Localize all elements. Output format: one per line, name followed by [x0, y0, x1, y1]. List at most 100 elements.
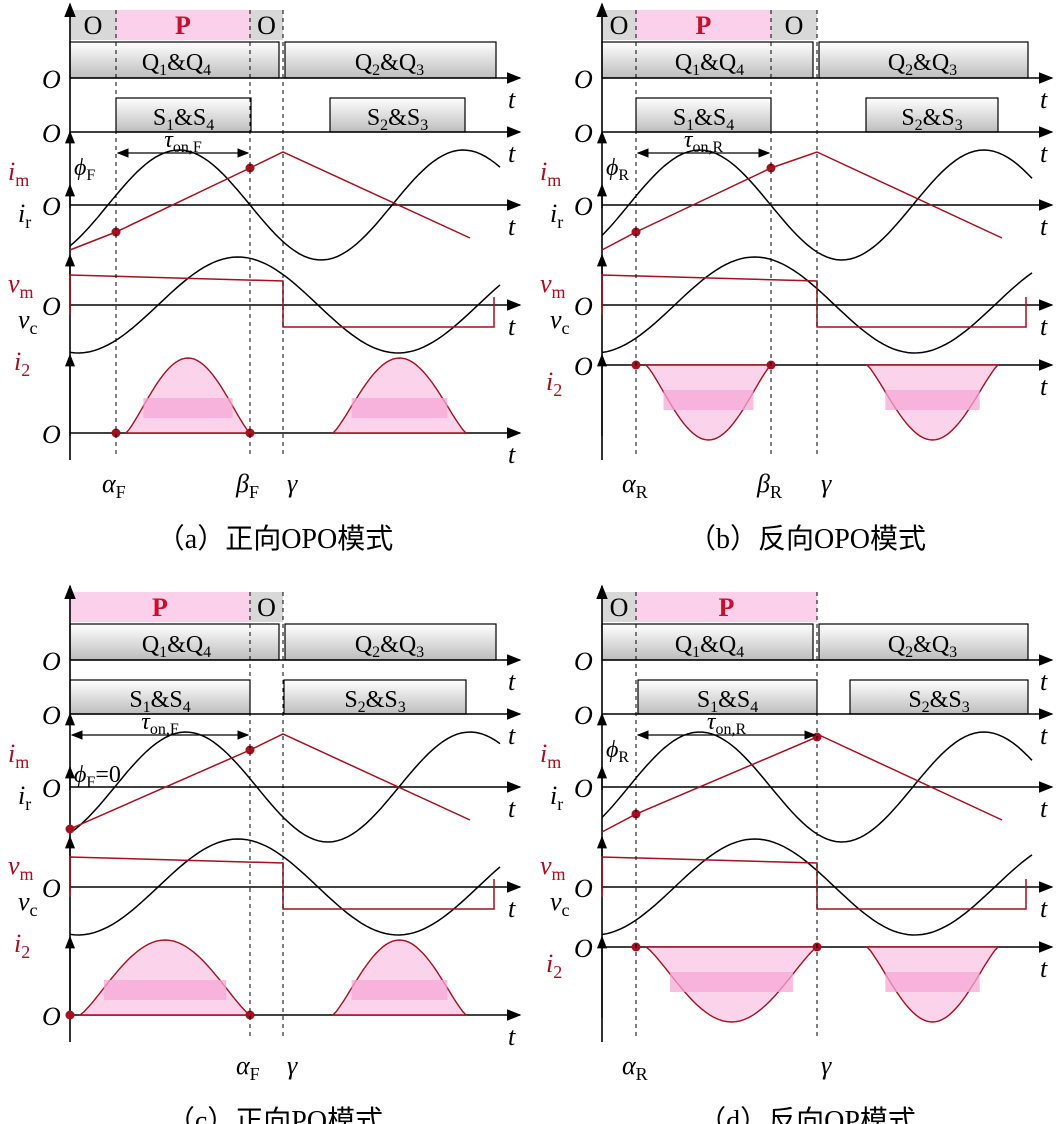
label-vc: vc	[18, 305, 38, 338]
current-waveforms	[69, 149, 501, 261]
gate-label-q1q4: Q1&Q4	[675, 50, 744, 79]
origin-label: O	[574, 874, 593, 903]
switch-label-s2s3: S2&S3	[367, 105, 428, 134]
label-i2: i2	[546, 367, 562, 400]
origin-label: O	[42, 119, 61, 148]
i2-pulse-2	[331, 357, 468, 434]
im-dot-alpha	[65, 824, 75, 834]
time-marks: αF γ	[236, 1051, 298, 1084]
switch-label-s1s4: S1&S4	[697, 687, 758, 716]
mode-label: P	[719, 593, 735, 622]
switch-label-s2s3: S2&S3	[344, 687, 405, 716]
im-dot-beta	[245, 163, 255, 173]
i2-dot-beta	[245, 428, 255, 438]
caption: （d）反向OP模式	[698, 1105, 916, 1124]
vm-waveform	[601, 274, 1027, 328]
label-i2: i2	[14, 929, 30, 962]
label-im: im	[540, 739, 561, 772]
label-vm: vm	[8, 269, 34, 302]
i2-pulse-2-band	[885, 972, 980, 992]
gate-box-q1q4	[69, 623, 280, 661]
label-im: im	[540, 157, 561, 190]
i2-pulses	[111, 357, 468, 438]
i2-pulse-2-band	[351, 398, 448, 418]
i2-pulses	[631, 360, 1000, 441]
switch-box-s2s3	[865, 97, 999, 133]
origin-label: O	[42, 647, 61, 676]
gate-label-q2q3: Q2&Q3	[888, 632, 957, 661]
label-ir: ir	[18, 199, 31, 232]
label-vc: vc	[550, 887, 570, 920]
dashed-markers	[635, 10, 818, 456]
gate-box-q1q4	[601, 623, 814, 661]
tau-label: τon,R	[684, 127, 724, 156]
i2-pulse-1-band	[103, 980, 227, 1000]
mode-box-O	[771, 10, 817, 40]
mode-label: O	[257, 593, 276, 622]
dashed-markers	[249, 592, 284, 1038]
im-dot-alpha	[111, 227, 121, 237]
voltage-waveforms	[69, 256, 501, 354]
im-dot-alpha	[631, 809, 641, 819]
origin-label: O	[574, 65, 593, 94]
mode-box-P	[70, 592, 250, 622]
switch-box-s1s4	[635, 97, 772, 133]
tau-label: τon,F	[164, 127, 202, 156]
time-label: t	[1040, 212, 1048, 241]
origin-label: O	[42, 292, 61, 321]
label-vm: vm	[540, 851, 566, 884]
origin-label: O	[574, 647, 593, 676]
time-label: t	[508, 894, 516, 923]
origin-label: O	[42, 192, 61, 221]
mark-label: βR	[756, 469, 782, 502]
origin-label: O	[42, 701, 61, 730]
caption: （c）正向PO模式	[167, 1105, 383, 1124]
axes	[64, 2, 522, 460]
im-dot-alpha	[631, 227, 641, 237]
time-label: t	[1040, 667, 1048, 696]
time-label: t	[508, 794, 516, 823]
label-vc: vc	[550, 305, 570, 338]
i2-pulse-2	[331, 939, 468, 1016]
time-label: t	[1040, 372, 1048, 401]
gate-box-q2q3	[818, 41, 1029, 79]
mode-label: P	[175, 11, 191, 40]
mode-box-P	[636, 10, 771, 40]
phi-label: ϕF=0	[74, 762, 121, 791]
label-vm: vm	[8, 851, 34, 884]
time-label: t	[508, 85, 516, 114]
origin-label: O	[574, 192, 593, 221]
time-label: t	[1040, 721, 1048, 750]
label-im: im	[8, 739, 29, 772]
mark-label: αR	[622, 1051, 648, 1084]
mode-box-P	[636, 592, 817, 622]
mode-box-O	[250, 592, 283, 622]
mode-label: O	[257, 11, 276, 40]
phi-label: ϕF	[74, 155, 95, 184]
label-vc: vc	[18, 887, 38, 920]
time-label: t	[508, 212, 516, 241]
origin-label: O	[574, 292, 593, 321]
gate-label-q2q3: Q2&Q3	[355, 50, 424, 79]
i2-pulse-2-band	[885, 390, 980, 410]
time-label: t	[1040, 954, 1048, 983]
time-label: t	[508, 1022, 516, 1051]
gate-label-q2q3: Q2&Q3	[355, 632, 424, 661]
origin-label: O	[574, 701, 593, 730]
gate-label-q2q3: Q2&Q3	[888, 50, 957, 79]
mode-box-O	[250, 10, 283, 40]
im-dot-beta	[245, 745, 255, 755]
gate-label-q1q4: Q1&Q4	[142, 632, 211, 661]
origin-label: O	[42, 774, 61, 803]
mode-label: O	[785, 11, 804, 40]
voltage-waveforms	[601, 838, 1033, 936]
tau-label: τon,F	[141, 709, 179, 738]
